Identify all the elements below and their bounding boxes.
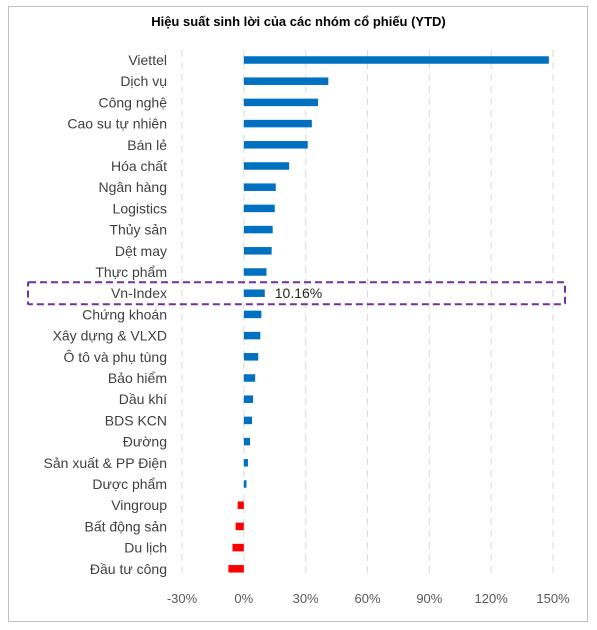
category-label: Công nghệ [98,94,167,110]
bar [243,459,248,467]
category-label: Viettel [128,52,167,68]
category-label: Cao su tự nhiên [67,116,167,132]
bar [243,204,275,213]
category-label: Ngân hàng [98,179,167,195]
bar [243,141,308,149]
category-label: Thủy sản [109,222,167,238]
bar [243,56,549,64]
bar [237,501,244,509]
x-tick-label: 0% [234,591,253,606]
category-label: Logistics [113,200,167,216]
category-label: Hóa chất [111,158,167,174]
category-label: Đầu tư công [90,561,167,577]
x-tick-label: 60% [354,591,380,606]
bar [243,416,253,425]
gridlines [181,50,554,578]
category-label: Vingroup [111,497,167,513]
bar [243,374,256,382]
bar [243,395,254,403]
category-label: Bất động sản [84,518,167,534]
category-label: Dược phẩm [92,476,167,492]
highlight-group: 10.16% [27,281,566,306]
bar [243,437,251,446]
category-labels: Viettel Dịch vụ Công nghệ Cao su tự nhiên Bá… [44,52,168,577]
category-label: Chứng khoán [82,306,167,322]
category-label: Bảo hiểm [108,370,167,386]
category-label: Đường [123,434,167,450]
category-label: Dệt may [115,243,167,259]
bar [243,98,319,107]
category-label: Thực phẩm [95,264,167,280]
category-label: BDS KCN [105,412,167,428]
data-label: 10.16% [275,285,322,301]
bar [243,119,312,128]
category-label: Sản xuất & PP Điện [44,455,167,471]
bar [243,331,261,340]
bar [228,565,244,573]
bar [243,225,273,234]
bar [232,543,244,552]
x-axis-ticks: -30% 0% 30% 60% 90% 120% 150% [167,591,570,606]
x-tick-label: -30% [167,591,198,606]
x-tick-label: 90% [416,591,442,606]
category-label: Ô tô và phụ tùng [63,349,167,365]
bar [243,289,265,297]
category-label: Bán lẻ [127,137,167,153]
chart-title: Hiệu suất sinh lời của các nhóm cổ phiếu… [151,14,446,29]
category-label: Dịch vụ [120,73,167,89]
bar [243,310,262,319]
category-label: Vn-Index [111,285,167,301]
category-label: Du lịch [124,540,167,556]
bar [243,268,267,276]
bar [243,480,247,488]
bars [228,56,549,573]
x-tick-label: 30% [293,591,319,606]
bar [243,183,276,191]
x-tick-label: 150% [536,591,570,606]
chart-frame [8,6,588,622]
highlight-box [27,281,566,306]
category-label: Xây dựng & VLXD [53,328,167,344]
bar [235,522,244,531]
bar [243,353,259,361]
category-label: Dầu khí [119,391,167,407]
bar [243,162,290,170]
bar [243,247,272,255]
bar [243,77,329,85]
x-tick-label: 120% [475,591,509,606]
